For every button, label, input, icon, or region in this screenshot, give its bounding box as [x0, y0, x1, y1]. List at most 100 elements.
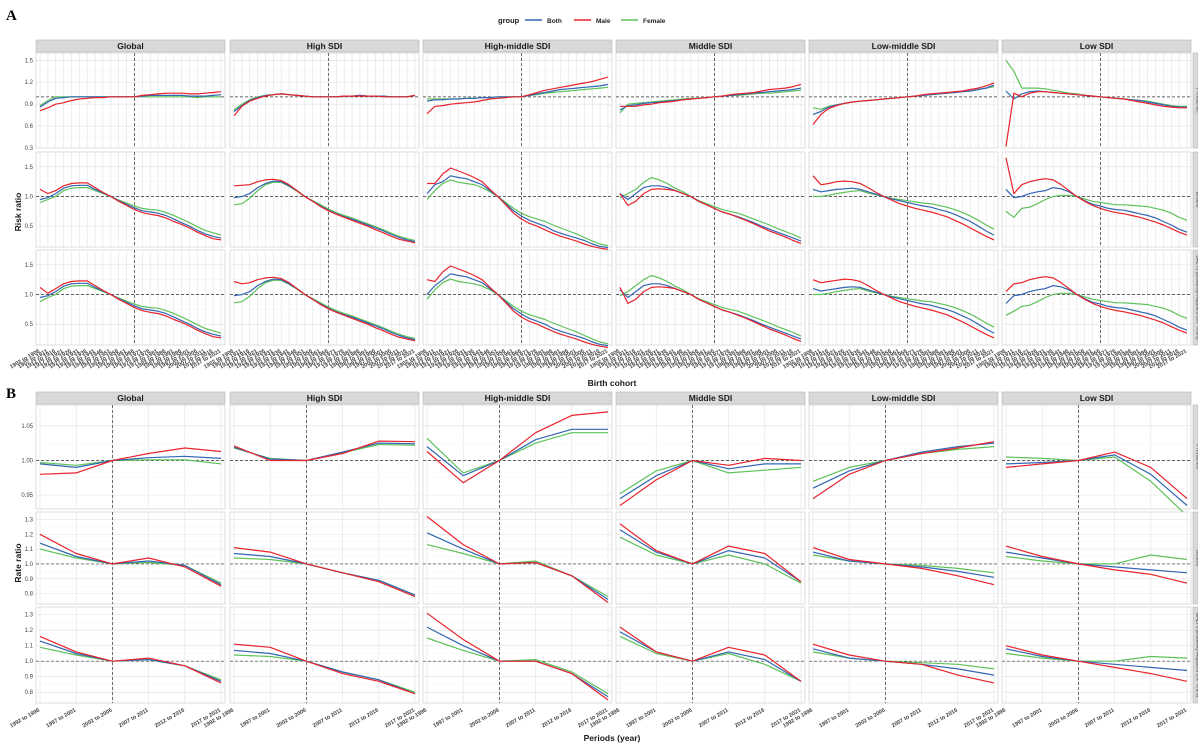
- panel-a-facet-low-middle-sdi-deaths: [809, 152, 998, 247]
- chart-b: Global High SDI High-middle SDI Middle SDI L…: [9, 392, 1198, 729]
- facet-background: [616, 53, 805, 148]
- panel-a-facet-low-middle-sdi-prevalence: [809, 53, 998, 148]
- panel-b-facet-low-middle-sdi-prevalence: [809, 405, 998, 509]
- facet-background: [809, 53, 998, 148]
- panel-a-facet-high-middle-sdi-prevalence: [423, 53, 612, 148]
- panel-letter-a: A: [6, 8, 17, 24]
- panel-b-strip-label-high-middle-sdi: High-middle SDI: [485, 393, 551, 403]
- panel-a-row-label-prevalence: Prevalence: [1195, 88, 1198, 113]
- panel-b-xtick: 2007 to 2011: [698, 708, 730, 730]
- facet-background: [36, 512, 225, 604]
- panel-b-x-title: Periods (year): [584, 733, 641, 743]
- panel-b-xtick: 2012 to 2016: [154, 708, 186, 730]
- panel-a-facet-middle-sdi-deaths: [616, 152, 805, 247]
- panel-a-facet-global-prevalence: [36, 53, 225, 148]
- facet-background: [1002, 250, 1191, 345]
- panel-b-facet-high-sdi-dalys-disability-adjusted-life-years: [230, 607, 419, 703]
- panel-b-strip-label-global: Global: [117, 393, 143, 403]
- panel-b-ytick: 1.2: [25, 532, 34, 538]
- panel-b-facet-low-sdi-deaths: [1002, 512, 1191, 604]
- panel-a-facet-high-sdi-deaths: [230, 152, 419, 247]
- panel-a-facet-low-sdi-deaths: [1002, 152, 1191, 247]
- facet-background: [423, 250, 612, 345]
- panel-b-xtick: 2007 to 2011: [312, 708, 344, 730]
- facet-background: [423, 405, 612, 509]
- panel-a-y-title: Risk ratio: [13, 193, 23, 232]
- panel-b-row-label-deaths: Deaths: [1195, 550, 1198, 566]
- panel-b-xtick: 1997 to 2001: [432, 708, 464, 730]
- panel-b-ytick: 1.00: [21, 458, 33, 464]
- panel-a-ytick: 0.6: [25, 124, 34, 130]
- panel-b-xtick: 2002 to 2006: [82, 708, 114, 730]
- panel-b-xtick: 1997 to 2001: [45, 708, 77, 730]
- panel-b-ytick: 1.1: [25, 644, 34, 650]
- facet-background: [616, 512, 805, 604]
- panel-a-facet-high-middle-sdi-dalys-disability-adjusted-life-years: [423, 250, 612, 347]
- panel-a-ytick: 1.5: [25, 165, 34, 171]
- panel-b-facet-low-sdi-dalys-disability-adjusted-life-years: [1002, 607, 1191, 703]
- panel-b-strip-label-high-sdi: High SDI: [307, 393, 342, 403]
- panel-b-y-title: Rate ratio: [13, 543, 23, 582]
- panel-a-x-title: Birth cohort: [588, 378, 637, 388]
- panel-b-xtick: 2017 to 2021: [1156, 708, 1188, 730]
- panel-b-facet-global-deaths: [36, 512, 225, 604]
- panel-b-strip-label-low-middle-sdi: Low-middle SDI: [872, 393, 936, 403]
- panel-a-row-label-dalys-disability-adjusted-life-years: DALYs (Disability-Adjusted Life Years): [1195, 255, 1198, 340]
- panel-b-facet-global-dalys-disability-adjusted-life-years: [36, 607, 225, 703]
- panel-a-ytick: 1.5: [25, 58, 34, 64]
- panel-a-ytick: 1.0: [25, 293, 34, 299]
- panel-b-ytick: 0.8: [25, 592, 34, 598]
- legend-label-female: Female: [643, 18, 666, 25]
- panel-b-xtick: 1992 to 1996: [9, 708, 41, 730]
- panel-b-facet-middle-sdi-dalys-disability-adjusted-life-years: [616, 607, 805, 703]
- panel-b-facet-low-middle-sdi-deaths: [809, 512, 998, 604]
- panel-a-ytick: 1.0: [25, 195, 34, 201]
- panel-b-strip-label-middle-sdi: Middle SDI: [689, 393, 732, 403]
- panel-b-row-label-prevalence: Prevalence: [1195, 444, 1198, 469]
- facet-background: [230, 53, 419, 148]
- panel-b-ytick: 1.0: [25, 562, 34, 568]
- panel-a-facet-low-middle-sdi-dalys-disability-adjusted-life-years: [809, 250, 998, 345]
- panel-b-ytick: 1.05: [21, 424, 33, 430]
- facet-background: [230, 607, 419, 703]
- panel-b-xtick: 2007 to 2011: [1084, 708, 1116, 730]
- panel-b-xtick: 1997 to 2001: [818, 708, 850, 730]
- panel-a-ytick: 0.5: [25, 224, 34, 230]
- panel-b-facet-high-sdi-deaths: [230, 512, 419, 604]
- facet-background: [1002, 607, 1191, 703]
- facet-background: [423, 512, 612, 604]
- panel-a-facet-global-dalys-disability-adjusted-life-years: [36, 250, 225, 345]
- facet-background: [36, 53, 225, 148]
- panel-b-strip-label-low-sdi: Low SDI: [1080, 393, 1114, 403]
- panel-a-facet-middle-sdi-prevalence: [616, 53, 805, 148]
- panel-b-ytick: 0.9: [25, 577, 34, 583]
- panel-a-strip-label-high-middle-sdi: High-middle SDI: [485, 41, 551, 51]
- panel-a-facet-low-sdi-prevalence: [1002, 53, 1191, 148]
- facet-background: [36, 250, 225, 345]
- panel-a-facet-middle-sdi-dalys-disability-adjusted-life-years: [616, 250, 805, 345]
- panel-a-ytick: 1.5: [25, 263, 34, 269]
- facet-background: [616, 250, 805, 345]
- facet-background: [616, 607, 805, 703]
- panel-b-ytick: 1.3: [25, 613, 34, 619]
- legend: group Both Male Female: [498, 16, 666, 25]
- panel-b-ytick: 1.1: [25, 547, 34, 553]
- facet-background: [36, 607, 225, 703]
- panel-b-ytick: 1.3: [25, 517, 34, 523]
- legend-label-male: Male: [596, 18, 611, 25]
- panel-b-xtick: 2012 to 2016: [348, 708, 380, 730]
- facet-background: [616, 152, 805, 247]
- panel-a-facet-high-sdi-dalys-disability-adjusted-life-years: [230, 250, 419, 345]
- panel-b-facet-low-sdi-prevalence: [1002, 405, 1191, 516]
- panel-a-facet-low-sdi-dalys-disability-adjusted-life-years: [1002, 250, 1191, 345]
- panel-b-facet-high-middle-sdi-prevalence: [423, 405, 612, 509]
- panel-b-xtick: 1997 to 2001: [1011, 708, 1043, 730]
- panel-a-row-label-deaths: Deaths: [1195, 192, 1198, 208]
- panel-b-ytick: 0.8: [25, 690, 34, 696]
- facet-background: [36, 152, 225, 247]
- panel-letter-b: B: [6, 386, 16, 402]
- panel-b-xtick: 2007 to 2011: [118, 708, 150, 730]
- panel-b-facet-high-sdi-prevalence: [230, 405, 419, 509]
